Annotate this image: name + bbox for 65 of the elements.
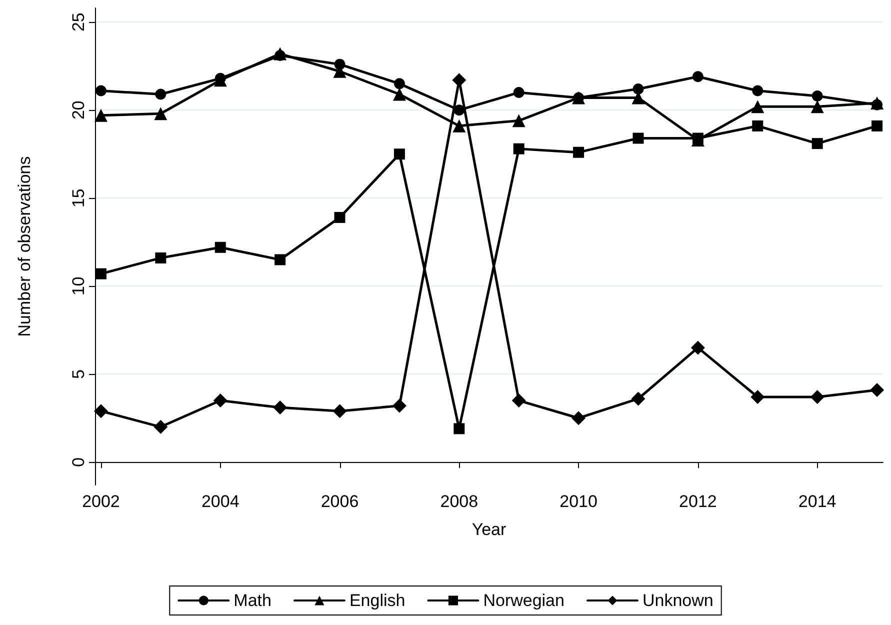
point <box>812 138 823 150</box>
x-tick-label: 2014 <box>798 492 836 511</box>
y-tick-label: 5 <box>69 369 88 379</box>
point <box>95 268 106 280</box>
point <box>632 132 644 144</box>
point <box>870 382 884 397</box>
legend-label: English <box>349 591 406 610</box>
point <box>394 148 405 160</box>
y-tick-label: 15 <box>69 188 88 208</box>
legend-label: Math <box>234 591 272 610</box>
point <box>392 88 406 101</box>
point <box>94 404 108 418</box>
point <box>752 120 764 132</box>
x-tick-label: 2012 <box>679 492 717 511</box>
point <box>94 108 108 122</box>
point <box>750 390 765 404</box>
x-tick-label: 2006 <box>320 492 359 511</box>
y-tick-label: 20 <box>69 100 88 120</box>
x-tick-label: 2004 <box>201 492 240 511</box>
point <box>274 47 287 60</box>
point <box>690 340 705 355</box>
point <box>452 119 466 132</box>
x-axis-title: Year <box>472 520 507 539</box>
point <box>452 73 466 88</box>
point <box>513 143 524 154</box>
point <box>872 120 883 132</box>
point <box>572 411 586 426</box>
point <box>752 85 764 96</box>
x-tick-label: 2010 <box>560 492 598 511</box>
point <box>751 100 764 114</box>
y-tick-label: 0 <box>69 457 88 467</box>
point <box>154 107 168 120</box>
point <box>454 423 465 434</box>
point <box>631 392 646 406</box>
point <box>213 394 228 408</box>
point <box>573 146 584 158</box>
point <box>692 71 704 82</box>
point <box>394 78 405 90</box>
point <box>870 96 884 110</box>
point <box>154 420 168 434</box>
y-axis-title: Number of observations <box>15 156 34 337</box>
point <box>513 86 524 98</box>
point <box>454 104 465 116</box>
x-tick-label: 2008 <box>440 492 478 511</box>
point <box>95 85 106 96</box>
point <box>512 394 526 408</box>
point <box>274 254 286 266</box>
legend-label: Norwegian <box>483 591 564 610</box>
point <box>810 390 824 404</box>
point <box>632 83 644 94</box>
point <box>334 212 346 223</box>
point <box>810 100 824 114</box>
point <box>812 90 823 102</box>
point <box>155 88 166 100</box>
point <box>273 400 288 415</box>
point <box>155 252 166 264</box>
y-tick-label: 10 <box>69 276 88 296</box>
point <box>332 404 347 418</box>
legend-label: Unknown <box>642 591 714 610</box>
x-tick-label: 2002 <box>82 492 120 511</box>
point <box>512 114 526 128</box>
point <box>392 398 406 413</box>
point <box>692 132 704 144</box>
point <box>214 242 226 253</box>
y-tick-label: 25 <box>69 12 88 32</box>
